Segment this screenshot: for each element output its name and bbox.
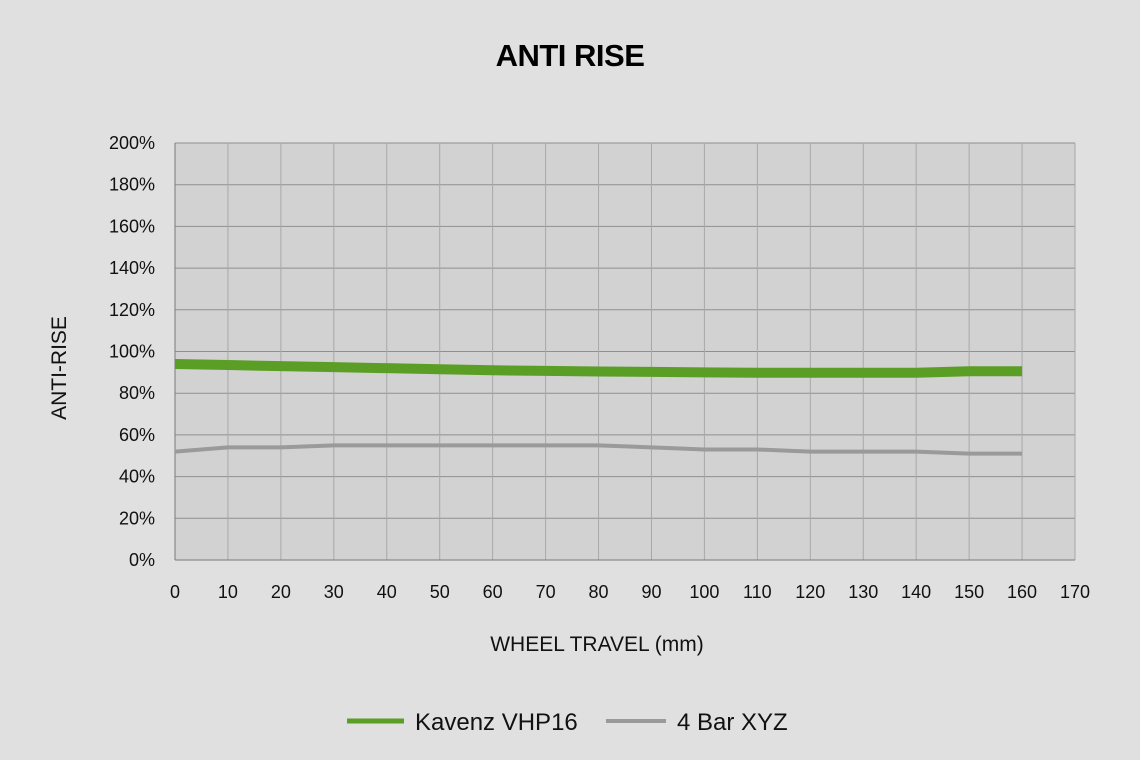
x-tick-label: 20 — [271, 582, 291, 602]
series-line-4-bar-xyz — [174, 443, 1023, 456]
x-tick-label: 60 — [483, 582, 503, 602]
x-tick-label: 70 — [536, 582, 556, 602]
x-tick-label: 80 — [589, 582, 609, 602]
x-tick-labels: 0 10 20 30 40 50 60 70 80 90 100 110 120 130 140 150 160… — [170, 582, 1090, 602]
x-tick-label: 30 — [324, 582, 344, 602]
series-lines — [174, 359, 1023, 456]
x-axis-label: WHEEL TRAVEL (mm) — [490, 633, 704, 656]
y-tick-label: 200% — [109, 133, 155, 153]
y-tick-label: 0% — [129, 550, 155, 570]
y-axis-label: ANTI-RISE — [48, 316, 71, 420]
x-tick-label: 10 — [218, 582, 238, 602]
x-tick-label: 160 — [1007, 582, 1037, 602]
x-tick-label: 130 — [848, 582, 878, 602]
x-tick-label: 40 — [377, 582, 397, 602]
y-tick-label: 160% — [109, 216, 155, 236]
y-tick-label: 60% — [119, 425, 155, 445]
y-tick-label: 40% — [119, 467, 155, 487]
y-tick-label: 80% — [119, 383, 155, 403]
y-tick-label: 20% — [119, 508, 155, 528]
y-tick-label: 180% — [109, 175, 155, 195]
x-tick-label: 50 — [430, 582, 450, 602]
grid — [174, 142, 1076, 561]
x-tick-label: 140 — [901, 582, 931, 602]
legend: Kavenz VHP16 4 Bar XYZ — [347, 709, 788, 736]
chart-title: ANTI RISE — [496, 38, 645, 73]
series-line-kavenz-vhp16 — [174, 359, 1023, 378]
y-tick-label: 140% — [109, 258, 155, 278]
legend-label: 4 Bar XYZ — [677, 709, 788, 736]
y-tick-labels: 0% 20% 40% 60% 80% 100% 120% 140% 160% 180% 200% — [109, 133, 155, 570]
x-tick-label: 0 — [170, 582, 180, 602]
legend-label: Kavenz VHP16 — [415, 709, 578, 736]
x-tick-label: 110 — [743, 582, 772, 602]
x-tick-label: 120 — [795, 582, 825, 602]
x-tick-label: 100 — [689, 582, 719, 602]
x-tick-label: 150 — [954, 582, 984, 602]
x-tick-label: 170 — [1060, 582, 1090, 602]
x-tick-label: 90 — [641, 582, 661, 602]
y-tick-label: 120% — [109, 300, 155, 320]
y-tick-label: 100% — [109, 342, 155, 362]
